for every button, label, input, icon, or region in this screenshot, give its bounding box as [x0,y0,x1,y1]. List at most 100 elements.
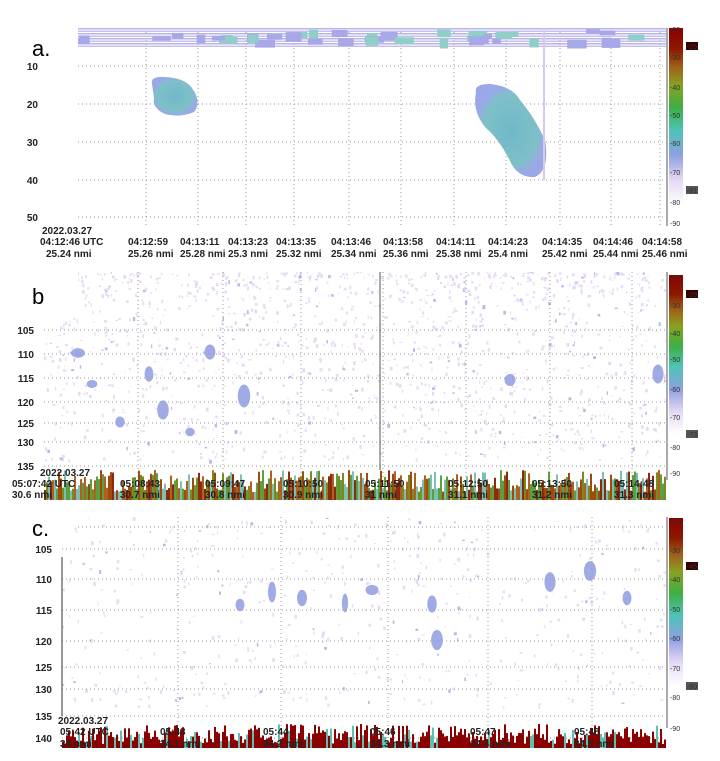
noise-speck [459,272,463,276]
seafloor-column [250,728,252,748]
noise-speck [572,344,575,347]
noise-speck [269,644,272,648]
noise-speck [112,409,114,413]
noise-speck [596,597,598,601]
seafloor-column [72,730,74,748]
noise-speck [90,303,92,308]
noise-speck [365,533,368,538]
noise-speck [445,441,448,444]
seafloor-column [476,736,478,748]
seafloor-column [456,735,458,748]
noise-speck [112,298,115,302]
noise-speck [326,281,329,284]
seafloor-column [612,479,614,500]
seafloor-column [142,738,144,748]
colorbar-gradient [669,518,683,686]
seafloor-column [210,738,212,748]
noise-speck [366,380,370,383]
noise-speck [445,372,448,376]
noise-speck [352,361,356,366]
seafloor-column [352,471,354,500]
noise-speck [182,556,185,559]
noise-speck [318,358,321,361]
noise-speck [116,567,119,571]
noise-speck [396,282,399,286]
noise-speck [247,646,250,650]
seafloor-column [518,732,520,748]
noise-speck [417,347,421,350]
noise-speck [269,368,272,372]
noise-speck [279,337,282,340]
noise-speck [330,350,333,354]
distance-tick-label: 30.9 nmi [283,490,323,501]
noise-speck [166,358,169,361]
noise-speck [131,583,133,585]
noise-speck [156,282,160,284]
noise-speck [648,286,651,289]
noise-speck [59,427,62,429]
noise-speck [287,402,290,406]
noise-speck [573,441,577,445]
noise-speck [211,273,215,276]
noise-speck [274,642,276,645]
seafloor-column [552,739,554,748]
noise-speck [502,419,505,423]
noise-speck [612,671,614,675]
seafloor-column [556,736,558,748]
noise-speck [372,274,374,278]
seafloor-column [528,730,530,748]
noise-speck [202,685,205,690]
seafloor-column [324,731,326,748]
seafloor-column [130,734,132,748]
noise-speck [609,291,612,293]
noise-speck [313,631,315,635]
time-tick-label: 05:11:50 [365,479,405,490]
seafloor-column [360,724,362,748]
noise-speck [357,631,359,636]
noise-speck [384,297,387,300]
seafloor-column [462,483,464,500]
noise-speck [558,405,562,408]
noise-speck [516,298,519,302]
seafloor-column [480,736,482,748]
seafloor-column [660,728,662,748]
noise-speck [597,313,601,317]
seafloor-column [264,488,266,500]
noise-speck [620,457,623,460]
noise-speck [188,273,190,277]
noise-speck [355,272,359,274]
noise-speck [370,336,374,340]
noise-speck [212,450,214,454]
noise-speck [331,341,334,344]
noise-speck [104,288,107,291]
noise-speck [641,425,644,429]
noise-speck [132,517,136,521]
noise-speck [241,520,243,525]
noise-speck [420,562,422,565]
noise-speck [418,521,422,525]
noise-speck [68,320,71,322]
noise-speck [160,352,163,355]
noise-speck [256,287,259,289]
seafloor-column [102,474,104,500]
noise-speck [420,363,422,367]
noise-speck [283,299,286,303]
noise-speck [292,314,295,316]
noise-speck [486,272,489,274]
noise-speck [463,276,466,279]
seafloor-column [604,479,606,500]
noise-speck [360,342,362,345]
noise-speck [432,326,436,330]
noise-speck [237,374,241,379]
seafloor-column [538,724,540,748]
seafloor-column [300,476,302,500]
noise-speck [174,378,177,382]
seafloor-column [124,488,126,500]
noise-speck [194,546,197,551]
noise-speck [182,431,185,433]
surface-patch [439,39,449,49]
seafloor-column [162,739,164,748]
noise-speck [562,450,566,452]
seafloor-column [256,729,258,748]
seafloor-column [308,733,310,748]
